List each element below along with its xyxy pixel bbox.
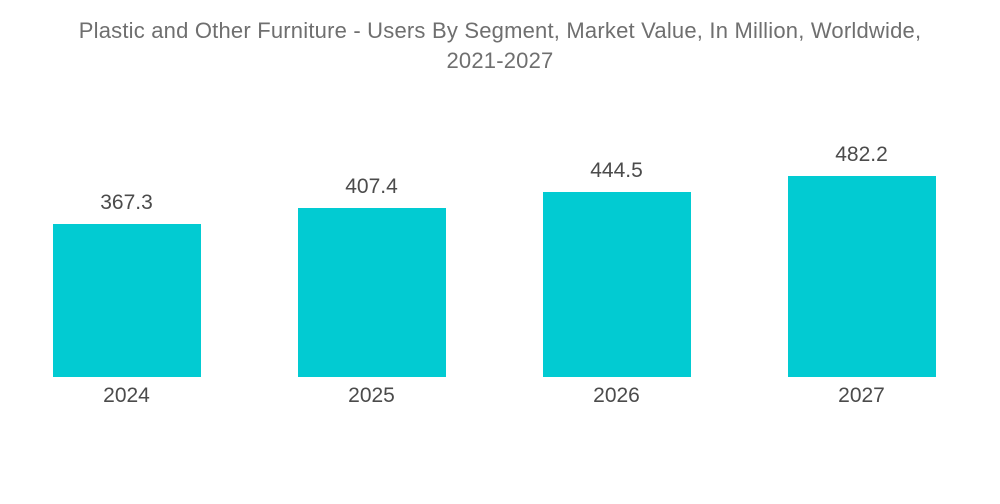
bar-2025 — [297, 208, 446, 377]
chart-title-line1: Plastic and Other Furniture - Users By S… — [78, 18, 922, 43]
x-axis-label-2024: 2024 — [103, 384, 150, 407]
bar-value-label-2027: 482.2 — [835, 143, 888, 166]
x-axis-label-2025: 2025 — [348, 384, 395, 407]
x-axis-label-2026: 2026 — [593, 384, 640, 407]
bar-column-2025: 407.4 — [249, 175, 494, 377]
x-axis-label-2027: 2027 — [838, 384, 885, 407]
bar-2027 — [787, 176, 936, 377]
bar-value-label-2026: 444.5 — [590, 159, 643, 182]
bar-value-label-2024: 367.3 — [100, 191, 153, 214]
chart-title-line2: 2021-2027 — [446, 48, 554, 73]
bar-value-label-2025: 407.4 — [345, 175, 398, 198]
bar-column-2026: 444.5 — [494, 159, 739, 377]
chart-title: Plastic and Other Furniture - Users By S… — [20, 0, 980, 76]
bar-2024 — [52, 224, 201, 377]
x-axis: 2024 2025 2026 2027 — [4, 383, 984, 409]
bar-2026 — [542, 192, 691, 377]
bar-column-2027: 482.2 — [739, 143, 984, 377]
plot-area: 367.3 407.4 444.5 482.2 — [4, 0, 984, 377]
bar-column-2024: 367.3 — [4, 191, 249, 377]
